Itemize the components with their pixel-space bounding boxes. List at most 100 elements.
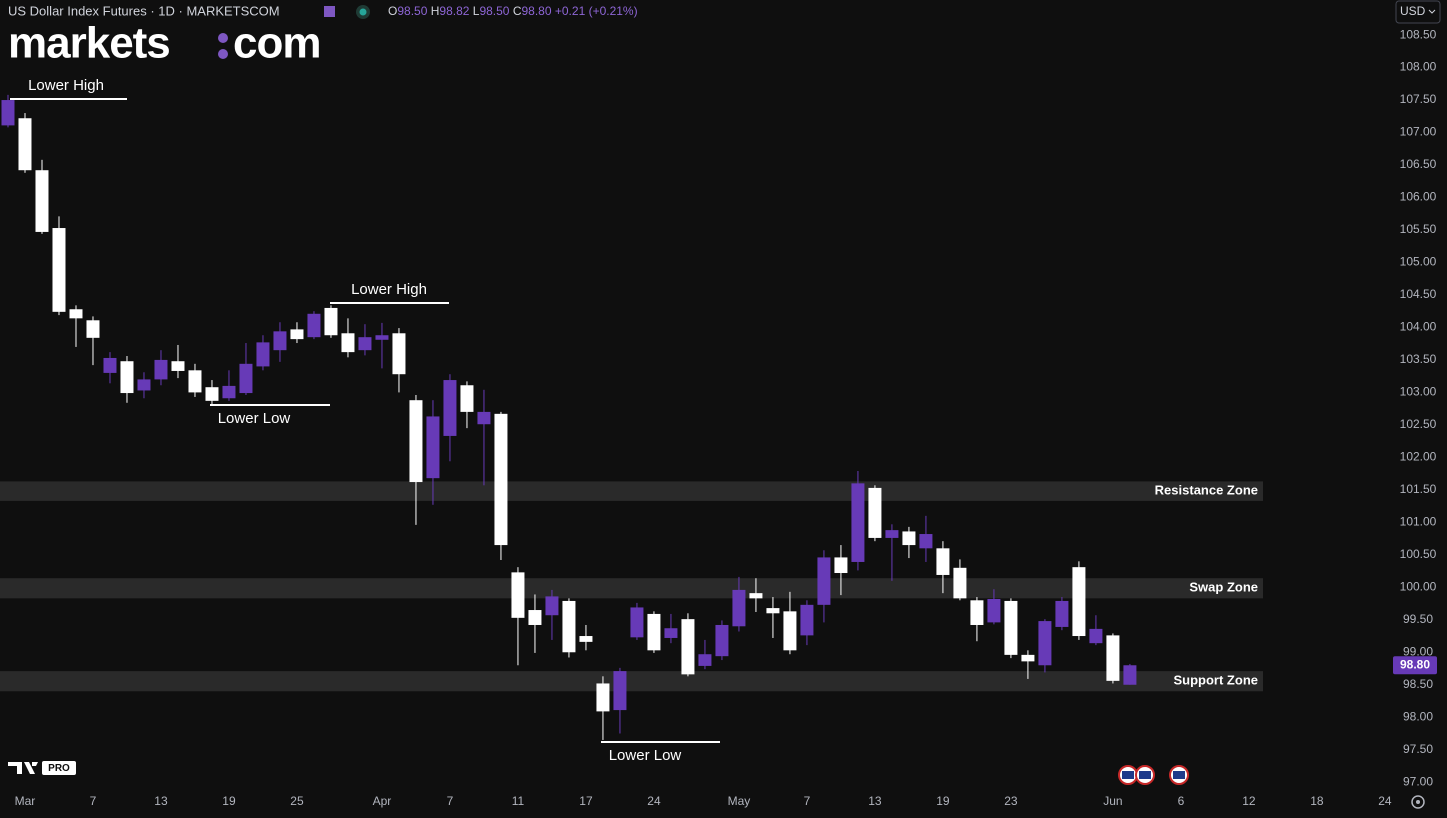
candle-body xyxy=(1089,628,1103,644)
tv-logo xyxy=(8,761,76,775)
candle-body xyxy=(443,380,457,436)
y-tick-label: 100.00 xyxy=(1400,579,1437,593)
zones xyxy=(0,481,1263,692)
candle-body xyxy=(936,548,950,575)
y-tick-label: 102.00 xyxy=(1400,450,1437,464)
x-tick-label: 7 xyxy=(90,794,97,808)
candle-body xyxy=(1004,600,1018,655)
y-tick-label: 97.50 xyxy=(1403,742,1433,756)
y-tick-label: 107.00 xyxy=(1400,125,1437,139)
candle-body xyxy=(1072,567,1086,637)
last-price-label: 98.80 xyxy=(1400,657,1430,671)
candle-body xyxy=(222,385,236,399)
annotation: Lower High xyxy=(28,77,104,94)
y-tick-label: 105.00 xyxy=(1400,255,1437,269)
y-tick-label: 103.00 xyxy=(1400,385,1437,399)
candle-body xyxy=(664,628,678,638)
candle-body xyxy=(647,613,661,651)
candle-body xyxy=(681,619,695,675)
currency-button[interactable] xyxy=(1395,0,1441,24)
candle-body xyxy=(273,331,287,351)
candle-body xyxy=(205,387,219,401)
candle-body xyxy=(256,342,270,367)
candle-body xyxy=(698,654,712,666)
candle-body xyxy=(239,363,253,394)
zone xyxy=(0,578,1263,599)
candle-body xyxy=(86,320,100,338)
currency-label[interactable]: USD xyxy=(1400,4,1426,18)
candle-body xyxy=(613,671,627,711)
y-tick-label: 108.50 xyxy=(1400,27,1437,41)
y-tick-label: 104.00 xyxy=(1400,320,1437,334)
candle-body xyxy=(52,228,66,312)
y-tick-label: 99.00 xyxy=(1403,644,1433,658)
ohlc-value: 98.50 xyxy=(479,4,509,18)
y-tick-label: 98.50 xyxy=(1403,677,1433,691)
candle-body xyxy=(970,600,984,625)
candle-body xyxy=(392,333,406,375)
logo-right: com xyxy=(233,19,320,68)
candle-body xyxy=(834,557,848,574)
x-tick-label: Apr xyxy=(373,794,392,808)
x-tick-label: Jun xyxy=(1103,794,1122,808)
candle-body xyxy=(987,598,1001,623)
x-tick-label: 24 xyxy=(647,794,661,808)
ohlc-key: L xyxy=(473,4,480,18)
candle-body xyxy=(851,483,865,562)
candle-body xyxy=(868,487,882,538)
x-tick-label: May xyxy=(728,794,751,808)
candle-body xyxy=(630,607,644,638)
candle-body xyxy=(902,531,916,546)
x-tick-label: Mar xyxy=(15,794,36,808)
candle-body xyxy=(749,593,763,599)
candle-body xyxy=(511,572,525,618)
candle-body xyxy=(562,600,576,653)
candle-body xyxy=(120,361,134,394)
x-tick-label: 7 xyxy=(804,794,811,808)
candle-body xyxy=(69,309,83,319)
settings-icon[interactable] xyxy=(1411,795,1425,809)
candle-body xyxy=(409,400,423,483)
candle-body xyxy=(766,608,780,614)
x-tick-label: 19 xyxy=(936,794,950,808)
annotation: Lower High xyxy=(351,281,427,298)
change: +0.21 (+0.21%) xyxy=(555,4,638,18)
logo-left: markets xyxy=(8,19,170,68)
y-tick-label: 108.00 xyxy=(1400,60,1437,74)
candle-body xyxy=(579,636,593,642)
candle-body xyxy=(715,624,729,657)
candle-body xyxy=(919,534,933,549)
y-tick-label: 101.50 xyxy=(1400,482,1437,496)
last-price-box xyxy=(1393,656,1437,675)
y-tick-label: 105.50 xyxy=(1400,222,1437,236)
x-tick-label: 13 xyxy=(868,794,882,808)
x-tick-label: 12 xyxy=(1242,794,1256,808)
event-icons[interactable] xyxy=(1118,765,1189,785)
x-tick-label: 18 xyxy=(1310,794,1324,808)
x-tick-label: 25 xyxy=(290,794,304,808)
y-tick-label: 102.50 xyxy=(1400,417,1437,431)
candle-body xyxy=(375,335,389,340)
ohlc-key: C xyxy=(513,4,522,18)
candle-body xyxy=(341,333,355,353)
zone xyxy=(0,481,1263,501)
x-tick-label: 24 xyxy=(1378,794,1392,808)
annotation: Lower Low xyxy=(609,747,682,764)
candle-body xyxy=(137,379,151,391)
y-tick-label: 99.50 xyxy=(1403,612,1433,626)
x-tick-label: 11 xyxy=(512,794,525,808)
y-tick-label: 106.50 xyxy=(1400,157,1437,171)
logo-dot xyxy=(218,49,228,59)
y-tick-label: 98.00 xyxy=(1403,709,1433,723)
ohlc-value: 98.50 xyxy=(397,4,427,18)
candle-body xyxy=(1021,654,1035,662)
candle-body xyxy=(358,337,372,351)
x-tick-label: 19 xyxy=(222,794,236,808)
y-tick-label: 101.00 xyxy=(1400,515,1437,529)
candle-body xyxy=(528,610,542,625)
zone xyxy=(0,671,1263,692)
zone-label: Support Zone xyxy=(1174,673,1259,688)
candle-body xyxy=(188,370,202,393)
